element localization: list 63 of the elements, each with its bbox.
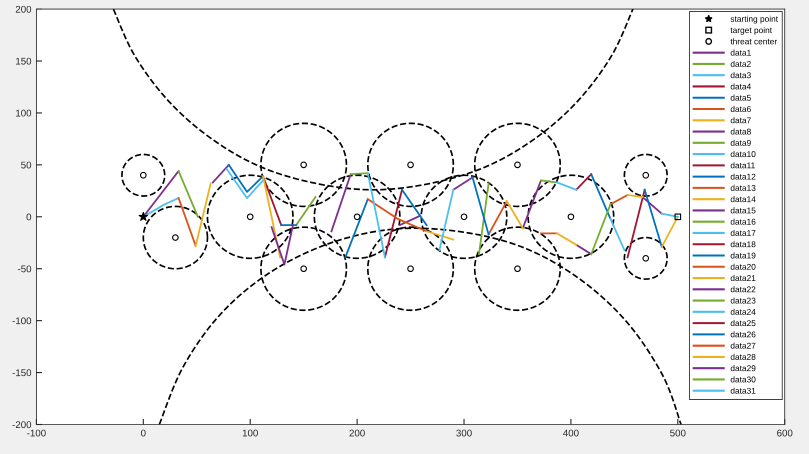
x-tick-label: 0 (140, 430, 146, 436)
legend-label: data30 (730, 376, 756, 382)
x-tick-label: 400 (563, 430, 579, 436)
x-tick-label: 500 (670, 430, 686, 436)
legend-label: data23 (730, 297, 756, 304)
x-tick-label: 200 (349, 430, 365, 436)
y-tick-label: 200 (16, 6, 32, 13)
legend-label: data12 (730, 174, 756, 180)
legend-label: data31 (730, 388, 756, 394)
legend-label: threat center (730, 38, 777, 44)
legend-label: data21 (730, 274, 756, 282)
point (474, 122, 562, 208)
legend-label: data7 (730, 117, 751, 124)
legend-label: data2 (730, 60, 751, 67)
legend-label: data16 (730, 218, 756, 225)
legend-label: data20 (730, 264, 756, 270)
y-tick-label: -100 (12, 317, 32, 324)
point (474, 226, 562, 312)
legend-label: data4 (730, 83, 751, 90)
y-tick-label: 50 (21, 162, 32, 168)
point (527, 174, 615, 260)
point (420, 174, 508, 260)
point (314, 174, 401, 260)
legend-label: data10 (730, 150, 756, 158)
x-tick-label: 100 (242, 430, 258, 436)
legend-label: data22 (730, 286, 756, 292)
point (674, 213, 682, 220)
x-tick-label: 600 (777, 430, 792, 436)
legend-label: data14 (730, 196, 756, 202)
legend-label: data8 (730, 128, 751, 135)
y-tick-label: 150 (16, 58, 32, 65)
legend-label: data13 (730, 184, 756, 191)
legend-label: data25 (730, 320, 756, 326)
legend-label: data15 (730, 207, 756, 214)
legend-label: starting point (730, 16, 778, 24)
point (138, 212, 148, 221)
legend-label: data29 (730, 365, 756, 372)
y-tick-label: 100 (16, 110, 32, 117)
legend-label: data28 (730, 354, 756, 360)
legend-label: target point (730, 27, 772, 35)
legend-label: data17 (730, 230, 756, 236)
legend-label: data6 (730, 106, 751, 112)
point (366, 226, 454, 312)
legend-label: data11 (730, 162, 755, 168)
legend-label: data5 (730, 94, 751, 101)
legend-label: data18 (730, 241, 756, 248)
y-tick-label: -200 (12, 421, 32, 428)
x-tick-label: 300 (456, 430, 472, 436)
x-tick-label: -100 (27, 430, 46, 436)
y-tick-label: 0 (26, 214, 32, 220)
legend-label: data1 (730, 50, 751, 56)
legend-label: data3 (730, 72, 751, 78)
legend-label: data27 (730, 342, 756, 349)
legend-label: data19 (730, 252, 756, 258)
point (260, 122, 348, 208)
legend-label: data24 (730, 308, 756, 315)
y-tick-label: -150 (12, 369, 32, 376)
point (366, 122, 454, 208)
legend-label: data9 (730, 140, 751, 146)
point (260, 226, 348, 312)
point (206, 174, 294, 260)
legend-label: data26 (730, 331, 756, 338)
y-tick-label: -50 (18, 265, 32, 272)
